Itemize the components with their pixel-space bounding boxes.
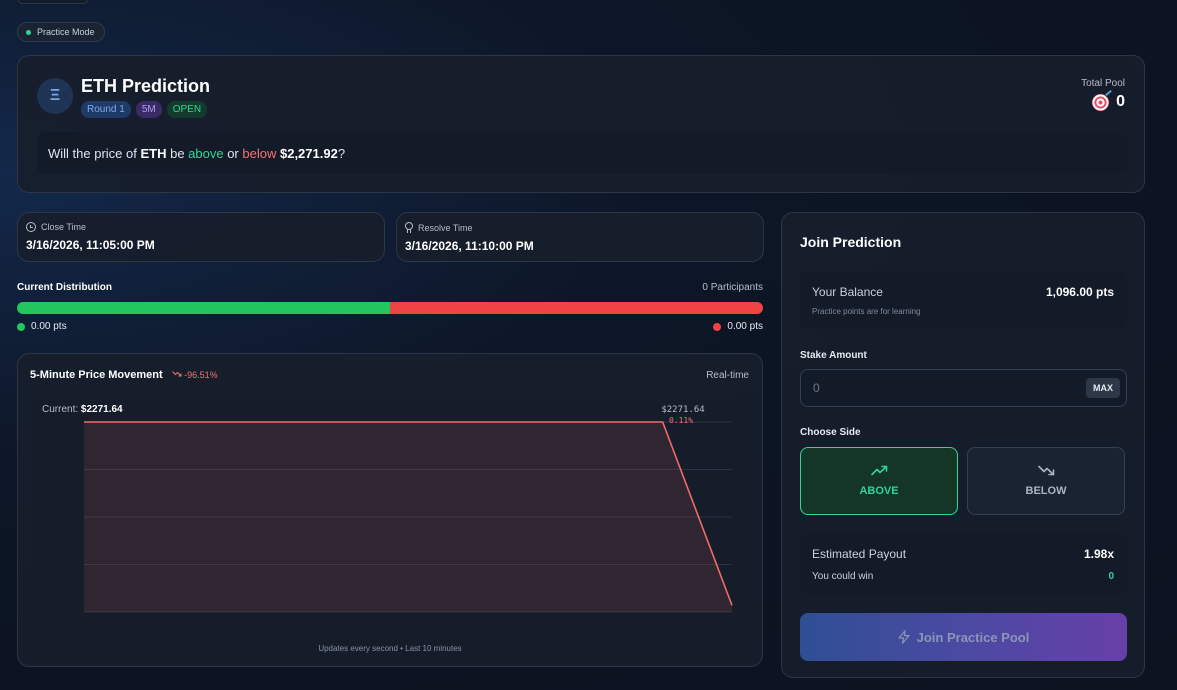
price-plot: $2271.64 0.11% Current: $2271.64 (29, 394, 751, 636)
above-button-label: ABOVE (859, 485, 899, 497)
realtime-label: Real-time (706, 370, 749, 381)
resolve-time-label: Resolve Time (418, 222, 473, 233)
balance-value: 1,096.00 pts (1045, 285, 1114, 299)
payout-label: Estimated Payout (812, 547, 907, 561)
chart-area (84, 422, 732, 612)
question-mid: be (166, 145, 189, 161)
chart-change: -96.51% (171, 370, 218, 380)
close-time-label: Close Time (41, 222, 87, 232)
resolve-time-card: Resolve Time 3/16/2026, 11:10:00 PM (396, 212, 764, 262)
status-badge: OPEN (166, 101, 208, 118)
award-icon (405, 222, 413, 233)
stake-label: Stake Amount (800, 350, 867, 361)
below-points: 0.00 pts (713, 321, 763, 332)
chart-last-change-label: 0.11% (669, 416, 693, 425)
market-header-card: Ξ ETH Prediction Round 1 5M OPEN Total P… (17, 55, 1145, 193)
max-button[interactable]: MAX (1086, 378, 1120, 398)
question-prefix: Will the price of (48, 145, 141, 161)
balance-label: Your Balance (812, 285, 883, 299)
total-pool-value: 0 (1116, 93, 1125, 110)
question-or: or (223, 145, 243, 161)
close-time-header: Close Time (26, 222, 376, 232)
trending-down-icon (171, 371, 182, 377)
balance-note: Practice points are for learning (812, 307, 921, 316)
practice-mode-badge: Practice Mode (17, 22, 105, 42)
choose-side-label: Choose Side (800, 427, 861, 438)
above-button[interactable]: ABOVE (800, 447, 958, 515)
chart-series-line (84, 421, 733, 606)
question-suffix: ? (337, 145, 346, 161)
clock-icon (26, 222, 36, 232)
page-title: ETH Prediction (81, 76, 211, 96)
current-price-prefix: Current: (42, 404, 79, 415)
below-button-label: BELOW (1025, 485, 1067, 497)
market-chips: Round 1 5M OPEN (81, 101, 208, 118)
join-prediction-panel: Join Prediction Your Balance 1,096.00 pt… (781, 212, 1145, 678)
current-price-label: Current: $2271.64 (42, 404, 123, 415)
join-title: Join Prediction (800, 234, 902, 250)
chart-header: 5-Minute Price Movement -96.51% (30, 369, 218, 381)
chart-footer: Updates every second • Last 10 minutes (318, 644, 462, 653)
payout-box: Estimated Payout 1.98x You could win 0 (800, 533, 1127, 595)
balance-box: Your Balance 1,096.00 pts Practice point… (800, 271, 1127, 329)
above-points: 0.00 pts (17, 321, 67, 332)
question-asset: ETH (140, 145, 167, 161)
above-points-value: 0.00 pts (31, 321, 67, 332)
below-points-value: 0.00 pts (727, 321, 763, 332)
distribution-above-fill (17, 302, 390, 314)
target-icon (1092, 93, 1110, 111)
total-pool-label: Total Pool (1081, 78, 1125, 89)
below-button[interactable]: BELOW (967, 447, 1125, 515)
question-above: above (188, 145, 224, 161)
win-label: You could win (812, 571, 874, 582)
close-time-card: Close Time 3/16/2026, 11:05:00 PM (17, 212, 385, 262)
prediction-question: Will the price of ETH be above or below … (37, 132, 1127, 174)
price-chart-card: 5-Minute Price Movement -96.51% Real-tim… (17, 353, 763, 667)
above-dot-icon (17, 322, 25, 331)
lightning-icon (898, 630, 910, 644)
win-value: 0 (1108, 571, 1114, 582)
distribution-below-fill (390, 302, 763, 314)
resolve-time-header: Resolve Time (405, 222, 755, 233)
distribution-bar (17, 302, 763, 314)
practice-mode-label: Practice Mode (37, 27, 95, 37)
payout-value: 1.98x (1083, 547, 1114, 561)
chart-last-price-label: $2271.64 (661, 405, 704, 415)
chart-change-value: -96.51% (184, 370, 218, 380)
trending-down-icon (1037, 465, 1054, 476)
join-pool-label: Join Practice Pool (916, 629, 1030, 645)
participants-count: 0 Participants (702, 282, 763, 293)
round-badge: Round 1 (81, 101, 131, 118)
total-pool: 0 (1092, 93, 1125, 111)
question-price: $2,271.92 (279, 145, 338, 161)
status-dot-icon (26, 29, 31, 35)
top-nav-button[interactable] (17, 0, 89, 4)
resolve-time-value: 3/16/2026, 11:10:00 PM (405, 239, 534, 253)
distribution-title: Current Distribution (17, 282, 112, 293)
trending-up-icon (870, 465, 887, 476)
stake-input[interactable] (800, 369, 1127, 407)
question-below: below (242, 145, 277, 161)
below-dot-icon (713, 322, 722, 331)
close-time-value: 3/16/2026, 11:05:00 PM (26, 238, 155, 252)
current-price-value: $2271.64 (80, 404, 123, 415)
timeframe-badge: 5M (135, 101, 162, 118)
price-chart-svg: $2271.640.11% (84, 405, 733, 613)
join-pool-button[interactable]: Join Practice Pool (800, 613, 1127, 661)
eth-icon: Ξ (37, 78, 73, 114)
chart-title: 5-Minute Price Movement (30, 369, 163, 381)
